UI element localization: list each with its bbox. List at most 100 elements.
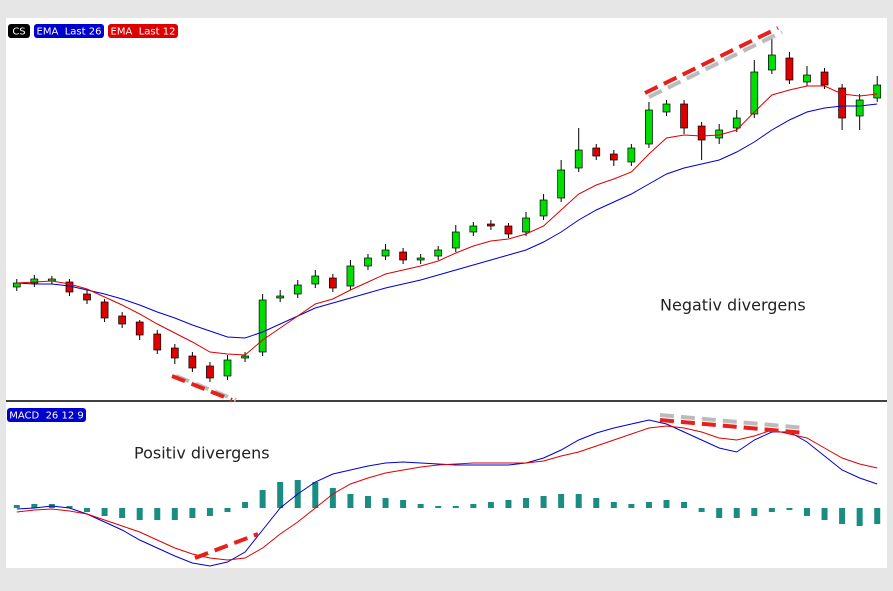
histogram-bar [821,508,828,520]
histogram-bar [382,498,389,508]
histogram-bar [751,508,758,516]
candle-body [785,57,794,81]
candle-body [645,109,653,145]
histogram-bar [733,508,740,518]
candle-body [574,149,583,169]
candle-body [276,295,285,299]
histogram-bar [206,508,213,516]
histogram-bar [224,508,231,512]
histogram-bar [768,508,775,512]
candle-body [293,284,302,295]
candle-body [346,265,355,287]
candle-body [522,217,530,233]
histogram-bar [593,498,600,508]
histogram-bar [540,496,547,508]
histogram-bar [277,482,284,508]
histogram-bar [400,500,407,508]
histogram-bar [312,482,319,508]
histogram-bar [523,498,530,508]
histogram-bar [31,504,38,508]
candle-body [329,277,337,289]
histogram-bar [84,508,91,512]
histogram-bar [417,504,424,508]
divergence-line [644,26,779,95]
candle-body [680,103,688,129]
line-series [16,425,878,561]
histogram-bar [856,508,863,526]
candle-body [170,347,179,359]
candle-body [188,355,197,369]
candle-body [803,74,811,83]
candle-body [697,125,706,141]
legend-box [8,24,30,38]
shadow [175,374,237,402]
legend-label: EMA Last 26 [37,27,102,38]
candle-body [83,293,91,301]
candle-body [592,147,601,157]
candle-body [504,225,513,235]
histogram-bar [242,502,249,508]
histogram-bar [786,508,793,510]
histogram-bar [681,502,688,508]
candle-body [855,99,864,117]
candle-body [627,147,636,163]
legend-label: MACD 26 12 9 [9,411,84,422]
histogram-bar [154,508,161,520]
histogram-bar [364,496,371,508]
legend-box [108,24,178,38]
histogram-bar [347,494,354,508]
candle-body [609,153,618,161]
candle-body [750,71,759,115]
divergence-line [194,532,259,560]
candle-body [30,278,39,284]
histogram-bar [663,500,670,508]
histogram-bar [66,506,73,508]
line-series [16,103,878,339]
candle-body [311,275,320,285]
histogram-bar [171,508,178,520]
legend-box [7,408,86,422]
candle-body [820,71,829,86]
histogram-bar [435,506,442,508]
candle-body [557,169,565,199]
legend: CS EMA Last 26 EMA Last 12 MACD 26 12 9 [7,24,178,422]
legend-label: CS [12,27,25,38]
histogram-bar [452,506,459,508]
candle-body [539,199,548,217]
histogram-bar [628,504,635,508]
histogram-bar [189,508,196,518]
candle-body [399,251,407,261]
candle-body [206,365,214,379]
candle-body [873,84,882,99]
histogram-bar [839,508,846,524]
candle-body [258,299,267,353]
candle-body [118,315,126,325]
histogram-bar [470,504,477,508]
histogram-bar [874,508,881,524]
candle-body [469,225,478,233]
candle-body [434,249,443,257]
histogram-bar [558,494,565,508]
histogram-bar [698,508,705,512]
histogram-bar [259,490,266,508]
candle-body [662,103,671,113]
candle-body [416,257,425,261]
marks [12,38,882,567]
candle-body [381,249,390,257]
candle-body [135,321,144,336]
line-series [16,85,878,356]
candle-body [451,231,460,249]
annotation: Positiv divergens [134,444,270,463]
plot-area [6,18,887,568]
histogram-bar [716,508,723,518]
histogram-bar [487,502,494,508]
histogram-bar [803,508,810,516]
histogram-bar [101,508,108,516]
divergence-lines [171,26,806,560]
candle-body [732,117,741,129]
candle-body [153,333,162,351]
divergence-line [659,418,806,435]
candle-body [487,223,495,227]
candle-body [838,87,846,119]
histogram-bar [119,508,126,518]
